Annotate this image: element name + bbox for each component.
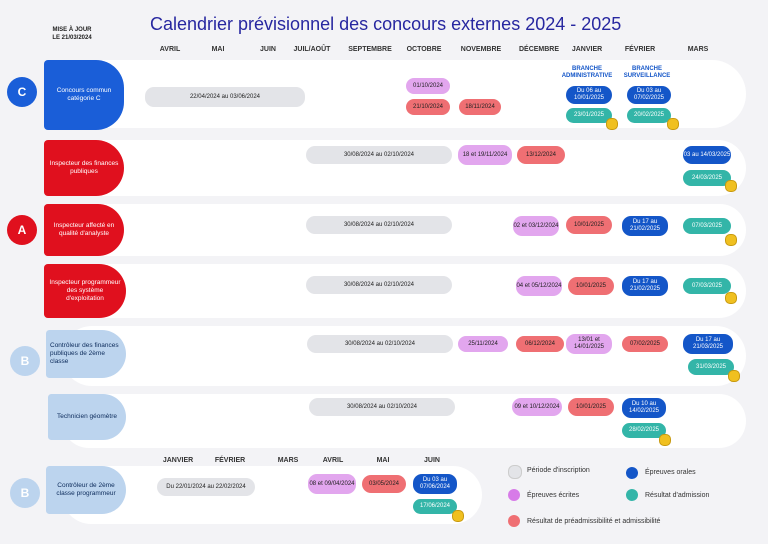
row-label: Inspecteur programmeur des système d'exp… bbox=[44, 264, 126, 318]
month-header: JUIL/AOÛT bbox=[293, 46, 331, 53]
branch-header: BRANCHE SURVEILLANCE bbox=[623, 66, 671, 79]
row-label: Technicien géomètre bbox=[48, 394, 126, 440]
timeline-row bbox=[62, 466, 482, 524]
inscription-pill: 30/08/2024 au 02/10/2024 bbox=[306, 216, 452, 234]
month-header: FÉVRIER bbox=[624, 46, 656, 53]
preadm-pill: 07/02/2025 bbox=[622, 336, 668, 352]
oral-pill: Du 17 au 21/02/2025 bbox=[622, 216, 668, 236]
ecrit-pill: 09 et 10/12/2024 bbox=[512, 398, 562, 416]
legend-red-dot bbox=[508, 515, 520, 527]
legend-label: Épreuves écrites bbox=[527, 492, 580, 499]
month-header: OCTOBRE bbox=[406, 46, 442, 53]
row-label: Contrôleur des finances publiques de 2èm… bbox=[46, 330, 126, 378]
row-label: Contrôleur de 2ème classe programmeur bbox=[46, 466, 126, 514]
admission-pill: 20/02/2025 bbox=[627, 108, 671, 123]
ecrit-pill: 25/11/2024 bbox=[458, 336, 508, 352]
legend-label: Résultat de préadmissibilité et admissib… bbox=[527, 518, 661, 525]
medal-icon bbox=[728, 370, 740, 382]
month-header: MAI bbox=[376, 457, 390, 464]
medal-icon bbox=[452, 510, 464, 522]
month-header: SEPTEMBRE bbox=[348, 46, 392, 53]
admission-pill: 28/02/2025 bbox=[622, 423, 666, 438]
update-date: MISE À JOUR LE 21/03/2024 bbox=[52, 27, 92, 41]
oral-pill: Du 10 au 14/02/2025 bbox=[622, 398, 666, 418]
medal-icon bbox=[606, 118, 618, 130]
row-label: Concours commun catégorie C bbox=[44, 60, 124, 130]
ecrit-pill: 01/10/2024 bbox=[406, 78, 450, 94]
preadm-pill: 10/01/2025 bbox=[566, 216, 612, 234]
oral-pill: Du 17 au 21/03/2025 bbox=[683, 334, 733, 354]
preadm-pill: 06/12/2024 bbox=[516, 336, 564, 352]
month-header: JUIN bbox=[260, 46, 276, 53]
month-header: MARS bbox=[687, 46, 709, 53]
oral-pill: Du 06 au 10/01/2025 bbox=[566, 86, 612, 104]
month-header: AVRIL bbox=[322, 457, 344, 464]
admission-pill: 23/01/2025 bbox=[566, 108, 612, 123]
legend-label: Résultat d'admission bbox=[645, 492, 710, 499]
admission-pill: 07/03/2025 bbox=[683, 278, 731, 294]
preadm-pill: 13/12/2024 bbox=[517, 146, 565, 164]
month-header: JANVIER bbox=[571, 46, 603, 53]
ecrit-pill: 13/01 et 14/01/2025 bbox=[566, 334, 612, 354]
row-label: Inspecteur affecté en qualité d'analyste bbox=[44, 204, 124, 256]
preadm-pill: 10/01/2025 bbox=[568, 398, 614, 416]
category-b-badge: B bbox=[10, 346, 40, 376]
legend-label: Période d'inscription bbox=[527, 467, 590, 474]
inscription-pill: Du 22/01/2024 au 22/02/2024 bbox=[157, 478, 255, 496]
admission-pill: 24/03/2025 bbox=[683, 170, 731, 186]
inscription-pill: 30/08/2024 au 02/10/2024 bbox=[309, 398, 455, 416]
legend-blue-dot bbox=[626, 467, 638, 479]
preadm-pill: 18/11/2024 bbox=[459, 99, 501, 115]
oral-pill: Du 03 au 07/02/2025 bbox=[627, 86, 671, 104]
month-header: JUIN bbox=[424, 457, 440, 464]
preadm-pill: 03/05/2024 bbox=[362, 475, 406, 493]
admission-pill: 31/03/2025 bbox=[688, 359, 734, 375]
medal-icon bbox=[667, 118, 679, 130]
medal-icon bbox=[725, 180, 737, 192]
inscription-pill: 30/08/2024 au 02/10/2024 bbox=[306, 146, 452, 164]
category-a-badge: A bbox=[7, 215, 37, 245]
category-b-badge: B bbox=[10, 478, 40, 508]
ecrit-pill: 18 et 19/11/2024 bbox=[458, 145, 512, 165]
inscription-pill: 30/08/2024 au 02/10/2024 bbox=[307, 335, 453, 353]
oral-pill: Du 17 au 21/02/2025 bbox=[622, 276, 668, 296]
preadm-pill: 10/01/2025 bbox=[568, 277, 614, 295]
month-header: AVRIL bbox=[159, 46, 181, 53]
legend-teal-dot bbox=[626, 489, 638, 501]
page-title: Calendrier prévisionnel des concours ext… bbox=[150, 14, 622, 34]
row-label: Inspecteur des finances publiques bbox=[44, 140, 124, 196]
legend-gray-dot bbox=[508, 465, 522, 479]
admission-pill: 17/06/2024 bbox=[413, 499, 457, 514]
admission-pill: 07/03/2025 bbox=[683, 218, 731, 234]
month-header: FÉVRIER bbox=[214, 457, 246, 464]
inscription-pill: 30/08/2024 au 02/10/2024 bbox=[306, 276, 452, 294]
medal-icon bbox=[659, 434, 671, 446]
month-header: JANVIER bbox=[162, 457, 194, 464]
month-header: MARS bbox=[277, 457, 299, 464]
month-header: NOVEMBRE bbox=[460, 46, 502, 53]
ecrit-pill: 02 et 03/12/2024 bbox=[513, 216, 559, 236]
oral-pill: 03 au 14/03/2025 bbox=[683, 146, 731, 164]
medal-icon bbox=[725, 234, 737, 246]
legend-label: Épreuves orales bbox=[645, 469, 696, 476]
ecrit-pill: 08 et 09/04/2024 bbox=[308, 474, 356, 494]
inscription-pill: 22/04/2024 au 03/06/2024 bbox=[145, 87, 305, 107]
legend-purple-dot bbox=[508, 489, 520, 501]
category-c-badge: C bbox=[7, 77, 37, 107]
preadm-pill: 21/10/2024 bbox=[406, 99, 450, 115]
ecrit-pill: 04 et 05/12/2024 bbox=[516, 276, 562, 296]
branch-header: BRANCHE ADMINISTRATIVE bbox=[561, 66, 613, 79]
oral-pill: Du 03 au 07/06/2024 bbox=[413, 474, 457, 494]
month-header: MAI bbox=[211, 46, 225, 53]
medal-icon bbox=[725, 292, 737, 304]
month-header: DÉCEMBRE bbox=[518, 46, 560, 53]
